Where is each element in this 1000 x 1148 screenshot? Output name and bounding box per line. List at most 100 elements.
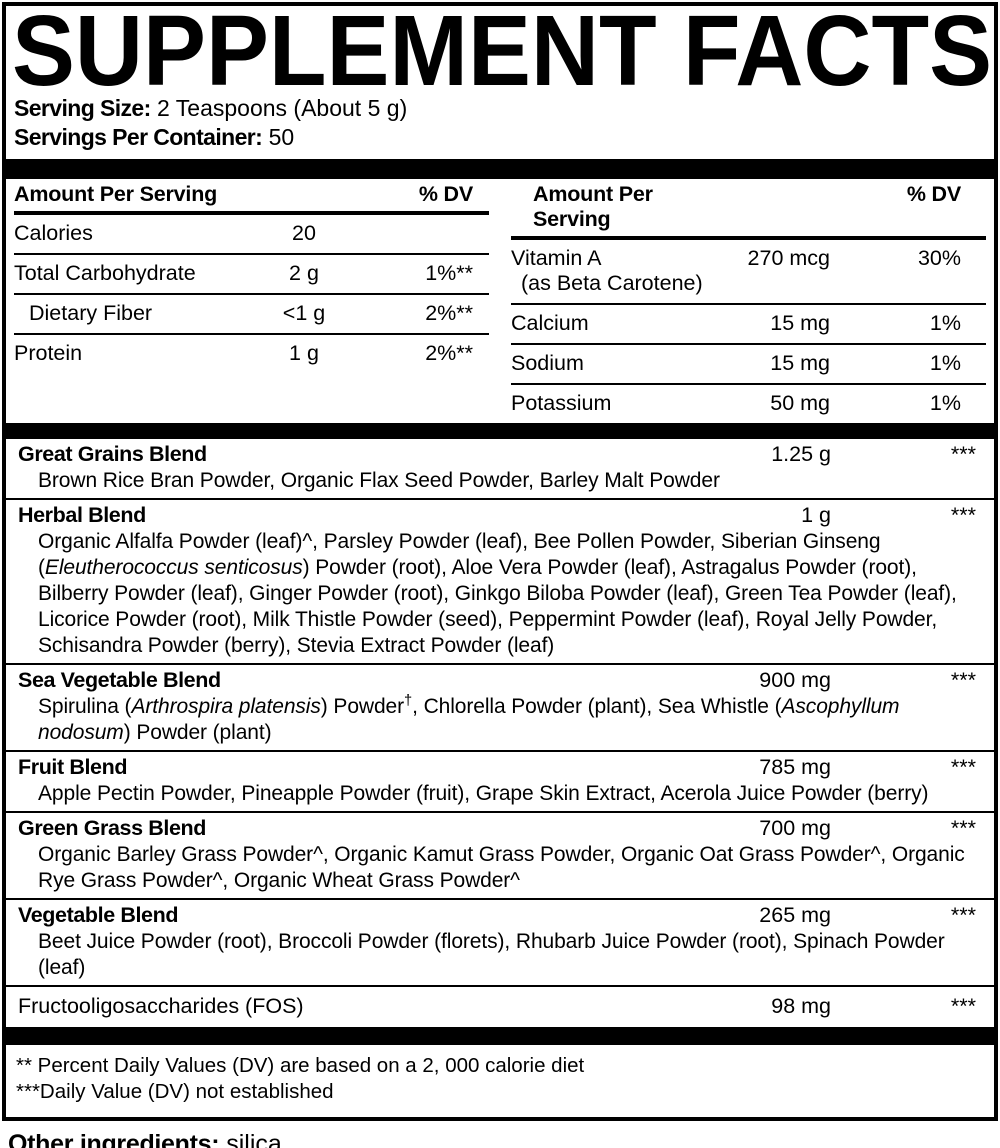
- blend-ingredients: Organic Alfalfa Powder (leaf)^, Parsley …: [38, 530, 957, 657]
- blend-name: Fruit Blend: [18, 755, 128, 779]
- blend-row: Green Grass Blend 700 mg *** Organic Bar…: [6, 813, 994, 900]
- other-ingredients-value: silica.: [226, 1130, 289, 1148]
- servings-per-container-line: Servings Per Container: 50: [14, 123, 986, 152]
- other-ingredients-label: Other ingredients:: [8, 1130, 220, 1148]
- nutrient-row: Dietary Fiber <1 g 2%**: [14, 295, 489, 335]
- blend-row: Sea Vegetable Blend 900 mg *** Spirulina…: [6, 665, 994, 752]
- blend-head: Vegetable Blend 265 mg ***: [6, 902, 994, 928]
- blend-ingredients: Spirulina (Arthrospira platensis) Powder…: [38, 693, 900, 744]
- serving-size-line: Serving Size: 2 Teaspoons (About 5 g): [14, 94, 986, 123]
- nutrient-amount: <1 g: [282, 301, 326, 325]
- blend-amount: 98 mg: [771, 994, 831, 1018]
- blend-amount: 1.25 g: [771, 442, 831, 466]
- blend-row: Herbal Blend 1 g *** Organic Alfalfa Pow…: [6, 500, 994, 665]
- other-ingredients-line: Other ingredients: silica.: [0, 1121, 1000, 1148]
- panel-title-svg: SUPPLEMENT FACTS: [12, 11, 992, 91]
- nutrient-amount: 15 mg: [770, 351, 830, 375]
- blend-head: Sea Vegetable Blend 900 mg ***: [6, 667, 994, 693]
- nutrient-row: Protein 1 g 2%**: [14, 335, 489, 373]
- blend-ingredients: Apple Pectin Powder, Pineapple Powder (f…: [38, 782, 929, 805]
- nutrient-dv: 2%**: [425, 341, 473, 365]
- blend-name: Vegetable Blend: [18, 903, 179, 927]
- nutrient-label: Calories: [14, 221, 93, 245]
- nutrient-dv: 1%: [929, 391, 961, 415]
- blend-dv: ***: [950, 442, 976, 466]
- serving-info: Serving Size: 2 Teaspoons (About 5 g) Se…: [6, 91, 994, 152]
- blend-ingredients: Organic Barley Grass Powder^, Organic Ka…: [38, 843, 965, 892]
- nutrient-row: Sodium 15 mg 1%: [511, 345, 986, 385]
- nutrient-dv: 1%: [929, 311, 961, 335]
- separator-bar: [6, 159, 994, 179]
- nutrient-amount: 2 g: [289, 261, 319, 285]
- nutrient-amount: 15 mg: [770, 311, 830, 335]
- panel-title-wrap: SUPPLEMENT FACTS: [6, 6, 994, 91]
- table-header: Amount Per Serving % DV: [511, 179, 986, 240]
- blend-row: Fructooligosaccharides (FOS) 98 mg ***: [6, 987, 994, 1027]
- header-percent-dv: % DV: [906, 182, 961, 206]
- blend-name: Sea Vegetable Blend: [18, 668, 221, 692]
- blend-row: Vegetable Blend 265 mg *** Beet Juice Po…: [6, 900, 994, 987]
- footnotes: ** Percent Daily Values (DV) are based o…: [6, 1045, 994, 1117]
- header-percent-dv: % DV: [418, 182, 473, 206]
- header-amount-per-serving: Amount Per Serving: [14, 182, 218, 206]
- table-header: Amount Per Serving % DV: [14, 179, 489, 215]
- blend-name: Great Grains Blend: [18, 442, 207, 466]
- page-title: SUPPLEMENT FACTS: [12, 11, 992, 91]
- nutrient-amount: 50 mg: [770, 391, 830, 415]
- blend-head: Great Grains Blend 1.25 g ***: [6, 441, 994, 467]
- nutrient-tables: Amount Per Serving % DV Calories 20 Tota…: [6, 179, 994, 423]
- blend-ingredients: Brown Rice Bran Powder, Organic Flax See…: [38, 469, 720, 492]
- blend-amount: 700 mg: [759, 816, 831, 840]
- nutrient-label: Potassium: [511, 391, 612, 415]
- nutrient-amount: 1 g: [289, 341, 319, 365]
- nutrient-dv: 1%**: [425, 261, 473, 285]
- blend-dv: ***: [950, 755, 976, 779]
- nutrient-label: Calcium: [511, 311, 589, 335]
- servings-per-container-label: Servings Per Container:: [14, 124, 263, 150]
- nutrient-label: Sodium: [511, 351, 584, 375]
- header-amount-per-serving: Amount Per Serving: [533, 182, 653, 231]
- nutrient-row: Total Carbohydrate 2 g 1%**: [14, 255, 489, 295]
- nutrient-amount: 20: [292, 221, 316, 245]
- blend-amount: 900 mg: [759, 668, 831, 692]
- blend-name: Green Grass Blend: [18, 816, 206, 840]
- blend-amount: 785 mg: [759, 755, 831, 779]
- serving-size-value: 2 Teaspoons (About 5 g): [157, 95, 408, 121]
- blend-dv: ***: [950, 903, 976, 927]
- nutrient-row: Calories 20: [14, 215, 489, 255]
- blend-name: Fructooligosaccharides (FOS): [18, 994, 304, 1018]
- supplement-facts-panel: SUPPLEMENT FACTS Serving Size: 2 Teaspoo…: [2, 2, 998, 1121]
- nutrient-label: Protein: [14, 341, 83, 365]
- blend-head: Fructooligosaccharides (FOS) 98 mg ***: [6, 993, 994, 1019]
- nutrient-dv: 30%: [917, 246, 961, 270]
- blend-dv: ***: [950, 994, 976, 1018]
- blend-head: Fruit Blend 785 mg ***: [6, 754, 994, 780]
- footnote-dv-not-established: ***Daily Value (DV) not established: [16, 1080, 334, 1103]
- blend-row: Great Grains Blend 1.25 g *** Brown Rice…: [6, 439, 994, 500]
- blend-ingredients: Beet Juice Powder (root), Broccoli Powde…: [38, 930, 945, 979]
- servings-per-container-value: 50: [268, 124, 295, 150]
- blend-dv: ***: [950, 816, 976, 840]
- nutrient-table-left: Amount Per Serving % DV Calories 20 Tota…: [14, 179, 489, 373]
- nutrient-table-right: Amount Per Serving % DV Vitamin A (as Be…: [511, 179, 986, 423]
- blend-head: Herbal Blend 1 g ***: [6, 502, 994, 528]
- serving-size-label: Serving Size:: [14, 95, 151, 121]
- blend-amount: 1 g: [801, 503, 831, 527]
- nutrient-label: Dietary Fiber: [29, 301, 153, 325]
- blend-head: Green Grass Blend 700 mg ***: [6, 815, 994, 841]
- nutrient-label: Total Carbohydrate: [14, 261, 196, 285]
- blend-amount: 265 mg: [759, 903, 831, 927]
- footnote-daily-values: ** Percent Daily Values (DV) are based o…: [16, 1054, 585, 1077]
- separator-bar: [6, 1027, 994, 1045]
- blend-name: Herbal Blend: [18, 503, 146, 527]
- nutrient-amount: 270 mcg: [747, 246, 830, 270]
- blend-dv: ***: [950, 668, 976, 692]
- nutrient-label: Vitamin A: [511, 246, 602, 270]
- blend-dv: ***: [950, 503, 976, 527]
- blend-row: Fruit Blend 785 mg *** Apple Pectin Powd…: [6, 752, 994, 813]
- nutrient-dv: 1%: [929, 351, 961, 375]
- nutrient-row: Potassium 50 mg 1%: [511, 385, 986, 423]
- nutrient-row: Calcium 15 mg 1%: [511, 305, 986, 345]
- nutrient-dv: 2%**: [425, 301, 473, 325]
- blend-list: Great Grains Blend 1.25 g *** Brown Rice…: [6, 439, 994, 1027]
